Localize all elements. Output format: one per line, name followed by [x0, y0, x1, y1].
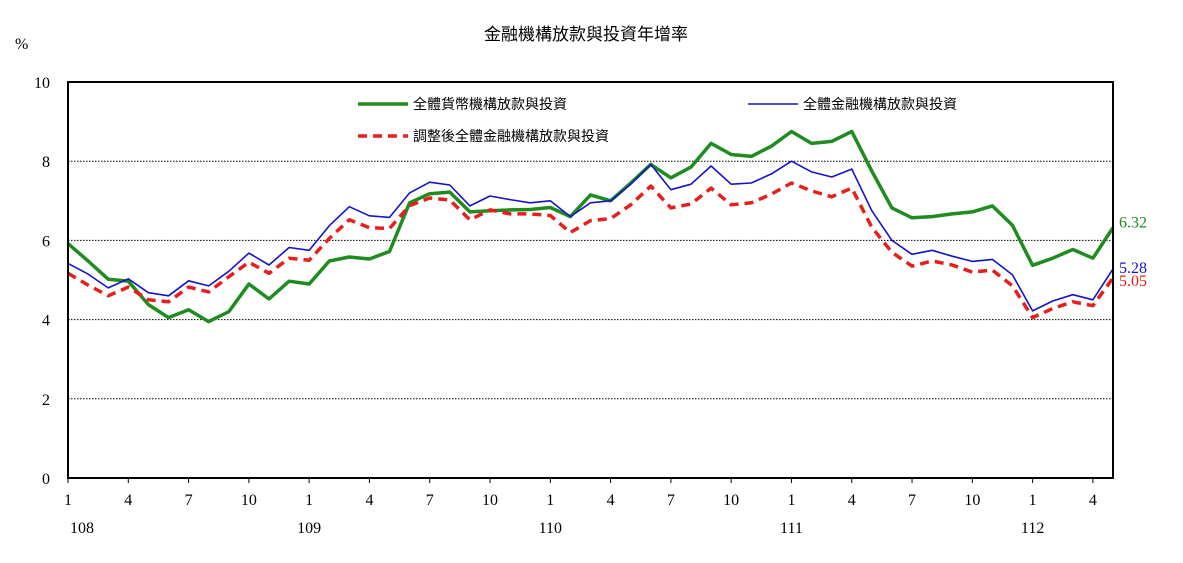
end-label-3: 5.05	[1119, 273, 1147, 290]
x-tick-label: 10	[964, 492, 980, 509]
y-tick-label: 8	[42, 154, 50, 171]
plot-frame	[67, 81, 1114, 479]
legend-label-1: 全體貨幣機構放款與投資	[413, 96, 567, 113]
year-label: 111	[780, 520, 803, 537]
end-label-1: 6.32	[1119, 215, 1147, 232]
x-tick-label: 4	[124, 492, 132, 509]
x-tick-label: 7	[908, 492, 916, 509]
y-tick-label: 4	[42, 313, 50, 330]
series-lines	[66, 129, 1115, 324]
x-tick-label: 4	[848, 492, 856, 509]
y-tick-label: 2	[42, 392, 50, 409]
end-labels: 6.32 5.285.05	[1119, 215, 1147, 290]
series-line-2	[67, 160, 1114, 312]
chart-title: 金融機構放款與投資年增率	[484, 25, 688, 44]
year-label: 112	[1021, 520, 1044, 537]
year-label: 110	[539, 520, 562, 537]
x-tick-label: 7	[426, 492, 434, 509]
x-tick-label: 10	[241, 492, 257, 509]
legend-label-3: 調整後全體金融機構放款與投資	[413, 128, 609, 145]
x-tick-labels: 1 4 7 10 1 4 7 10 1 4 7 10 1 4 7 10 1 4	[64, 478, 1097, 509]
y-tick-labels: 0 2 4 6 8 10	[34, 75, 50, 488]
x-tick-label: 1	[64, 492, 72, 509]
x-tick-label: 10	[482, 492, 498, 509]
year-labels: 108 109 110 111 112	[70, 520, 1044, 537]
end-label-2: 5.28	[1119, 260, 1147, 277]
legend-label-2: 全體金融機構放款與投資	[803, 96, 957, 113]
x-tick-label: 4	[607, 492, 615, 509]
series-line-1	[66, 129, 1115, 324]
x-tick-label: 1	[546, 492, 554, 509]
x-tick-label: 10	[723, 492, 739, 509]
year-label: 109	[297, 520, 321, 537]
y-unit-label: %	[15, 36, 28, 53]
y-tick-label: 0	[42, 471, 50, 488]
y-tick-label: 10	[34, 75, 50, 92]
y-tick-label: 6	[42, 233, 50, 250]
x-tick-label: 1	[787, 492, 795, 509]
x-tick-label: 1	[1029, 492, 1037, 509]
grid-lines	[68, 160, 1113, 400]
x-tick-label: 7	[185, 492, 193, 509]
x-tick-label: 4	[1089, 492, 1097, 509]
series-line-3	[67, 181, 1115, 320]
x-tick-label: 4	[365, 492, 373, 509]
x-tick-label: 7	[667, 492, 675, 509]
x-tick-label: 1	[305, 492, 313, 509]
year-label: 108	[70, 520, 94, 537]
